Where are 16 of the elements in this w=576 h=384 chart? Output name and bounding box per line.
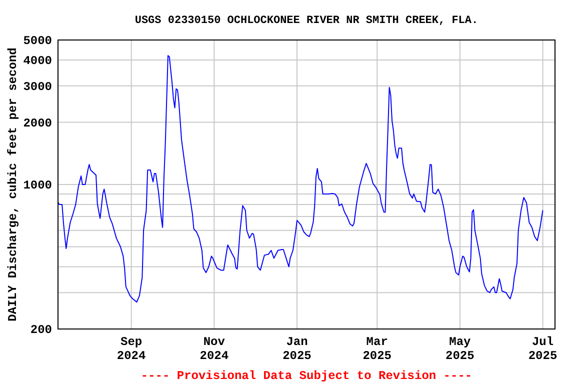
x-tick-label: Mar 2025: [362, 335, 392, 363]
y-tick-label: 200: [30, 323, 52, 338]
x-tick-label: Jul 2025: [528, 335, 558, 363]
x-tick-label: Nov 2024: [200, 335, 229, 363]
y-axis-title: DAILY Discharge, cubic feet per second: [6, 48, 20, 322]
x-tick-label: Jan 2025: [282, 335, 312, 363]
y-tick-label: 4000: [23, 54, 52, 68]
chart-title: USGS 02330150 OCHLOCKONEE RIVER NR SMITH CREEK, FLA.: [134, 15, 478, 27]
y-tick-label: 5000: [23, 34, 52, 48]
x-tick-label: May 2025: [446, 335, 474, 363]
x-tick-label: Sep 2024: [116, 335, 146, 363]
y-tick-label: 3000: [23, 80, 52, 94]
y-tick-label: 2000: [23, 116, 52, 130]
y-tick-label: 1000: [23, 178, 52, 193]
line-series: [58, 55, 544, 303]
text: ---- Provisional Data Subject to Revision ----: [140, 369, 472, 383]
